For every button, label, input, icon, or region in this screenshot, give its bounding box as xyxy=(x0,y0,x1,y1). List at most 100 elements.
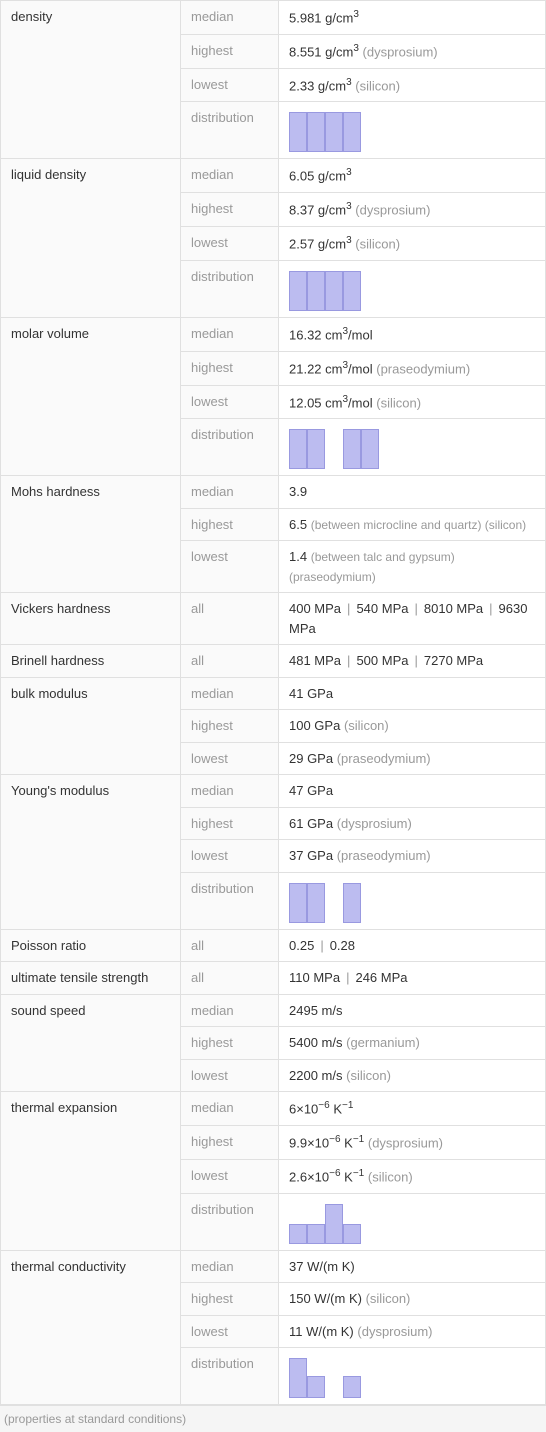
stat-label: highest xyxy=(181,193,279,227)
distribution-bar xyxy=(289,1224,307,1244)
row: bulk modulusmedian41 GPa xyxy=(1,677,546,710)
property-name: Young's modulus xyxy=(1,775,181,930)
distribution-bar xyxy=(289,883,307,923)
stat-label: median xyxy=(181,317,279,351)
distribution-bar xyxy=(343,883,361,923)
stat-label: median xyxy=(181,994,279,1027)
stat-label: all xyxy=(181,645,279,678)
distribution-bar xyxy=(343,112,361,152)
distribution-cell xyxy=(279,419,546,476)
stat-label: median xyxy=(181,1092,279,1126)
row: Brinell hardnessall481 MPa|500 MPa|7270 … xyxy=(1,645,546,678)
stat-label: median xyxy=(181,1,279,35)
distribution-bar xyxy=(325,1204,343,1244)
stat-value: 2.6×10−6 K−1 (silicon) xyxy=(279,1160,546,1194)
distribution-chart xyxy=(289,425,535,469)
stat-value: 41 GPa xyxy=(279,677,546,710)
property-name: Mohs hardness xyxy=(1,476,181,593)
distribution-bar xyxy=(289,271,307,311)
stat-label: lowest xyxy=(181,68,279,102)
row: Vickers hardnessall400 MPa|540 MPa|8010 … xyxy=(1,593,546,645)
stat-value: 2.33 g/cm3 (silicon) xyxy=(279,68,546,102)
distribution-cell xyxy=(279,260,546,317)
property-name: molar volume xyxy=(1,317,181,475)
property-name: Vickers hardness xyxy=(1,593,181,645)
stat-value: 16.32 cm3/mol xyxy=(279,317,546,351)
property-name: thermal expansion xyxy=(1,1092,181,1250)
row: Young's modulusmedian47 GPa xyxy=(1,775,546,808)
distribution-chart xyxy=(289,1354,535,1398)
distribution-bar xyxy=(307,112,325,152)
stat-label: median xyxy=(181,1250,279,1283)
stat-label: lowest xyxy=(181,840,279,873)
row: Poisson ratioall0.25|0.28 xyxy=(1,929,546,962)
stat-value: 12.05 cm3/mol (silicon) xyxy=(279,385,546,419)
stat-value: 37 W/(m K) xyxy=(279,1250,546,1283)
row: densitymedian5.981 g/cm3 xyxy=(1,1,546,35)
stat-label: distribution xyxy=(181,1193,279,1250)
stat-value: 6.05 g/cm3 xyxy=(279,159,546,193)
stat-label: all xyxy=(181,962,279,995)
row: ultimate tensile strengthall110 MPa|246 … xyxy=(1,962,546,995)
stat-value: 100 GPa (silicon) xyxy=(279,710,546,743)
stat-label: lowest xyxy=(181,227,279,261)
distribution-chart xyxy=(289,267,535,311)
stat-label: distribution xyxy=(181,1348,279,1405)
stat-label: lowest xyxy=(181,385,279,419)
stat-value: 6.5 (between microcline and quartz) (sil… xyxy=(279,508,546,541)
distribution-chart xyxy=(289,1200,535,1244)
distribution-bar xyxy=(307,271,325,311)
stat-label: median xyxy=(181,677,279,710)
stat-value: 21.22 cm3/mol (praseodymium) xyxy=(279,351,546,385)
row: sound speedmedian2495 m/s xyxy=(1,994,546,1027)
stat-value: 47 GPa xyxy=(279,775,546,808)
stat-value: 8.551 g/cm3 (dysprosium) xyxy=(279,34,546,68)
stat-label: highest xyxy=(181,508,279,541)
stat-label: highest xyxy=(181,34,279,68)
distribution-cell xyxy=(279,1193,546,1250)
distribution-cell xyxy=(279,1348,546,1405)
properties-table: densitymedian5.981 g/cm3highest8.551 g/c… xyxy=(0,0,546,1405)
distribution-bar xyxy=(289,112,307,152)
stat-label: distribution xyxy=(181,102,279,159)
stat-label: lowest xyxy=(181,1315,279,1348)
distribution-bar xyxy=(343,1224,361,1244)
row: thermal conductivitymedian37 W/(m K) xyxy=(1,1250,546,1283)
distribution-bar xyxy=(343,1376,361,1398)
distribution-cell xyxy=(279,102,546,159)
row: Mohs hardnessmedian3.9 xyxy=(1,476,546,509)
stat-label: distribution xyxy=(181,260,279,317)
property-name: sound speed xyxy=(1,994,181,1092)
distribution-bar xyxy=(307,883,325,923)
stat-label: lowest xyxy=(181,541,279,593)
distribution-bar xyxy=(289,1358,307,1398)
distribution-bar xyxy=(325,271,343,311)
stat-label: distribution xyxy=(181,872,279,929)
row: molar volumemedian16.32 cm3/mol xyxy=(1,317,546,351)
property-name: ultimate tensile strength xyxy=(1,962,181,995)
stat-label: highest xyxy=(181,807,279,840)
stat-label: median xyxy=(181,476,279,509)
property-name: Poisson ratio xyxy=(1,929,181,962)
property-name: thermal conductivity xyxy=(1,1250,181,1405)
row: thermal expansionmedian6×10−6 K−1 xyxy=(1,1092,546,1126)
distribution-bar xyxy=(343,271,361,311)
stat-label: lowest xyxy=(181,742,279,775)
stat-value: 9.9×10−6 K−1 (dysprosium) xyxy=(279,1126,546,1160)
stat-value: 29 GPa (praseodymium) xyxy=(279,742,546,775)
stat-label: all xyxy=(181,929,279,962)
stat-value: 2495 m/s xyxy=(279,994,546,1027)
distribution-bar xyxy=(289,429,307,469)
stat-label: highest xyxy=(181,1126,279,1160)
stat-value: 6×10−6 K−1 xyxy=(279,1092,546,1126)
stat-label: lowest xyxy=(181,1059,279,1092)
stat-value-list: 481 MPa|500 MPa|7270 MPa xyxy=(279,645,546,678)
stat-value: 8.37 g/cm3 (dysprosium) xyxy=(279,193,546,227)
stat-value-list: 0.25|0.28 xyxy=(279,929,546,962)
stat-label: highest xyxy=(181,1283,279,1316)
stat-label: distribution xyxy=(181,419,279,476)
distribution-bar xyxy=(307,1376,325,1398)
stat-value-list: 400 MPa|540 MPa|8010 MPa|9630 MPa xyxy=(279,593,546,645)
distribution-bar xyxy=(361,429,379,469)
property-name: Brinell hardness xyxy=(1,645,181,678)
